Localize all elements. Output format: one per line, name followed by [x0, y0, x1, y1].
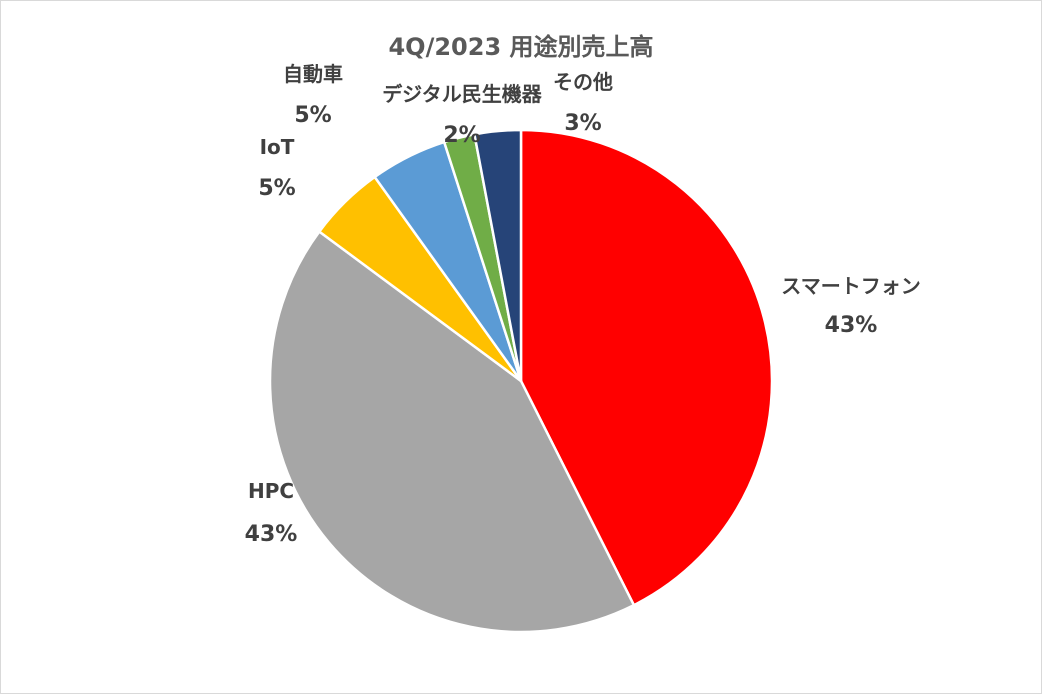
pie-slice-5 — [473, 128, 523, 383]
slice-percent-3: 5% — [294, 103, 331, 128]
slice-label-5: その他 — [553, 70, 613, 94]
slice-percent-5: 3% — [564, 111, 601, 136]
slice-percent-4: 2% — [443, 123, 480, 148]
slice-percent-1: 43% — [245, 522, 298, 547]
pie-slices — [268, 128, 774, 634]
pie-slice-1 — [268, 230, 636, 634]
pie-slice-0 — [519, 128, 774, 607]
slice-label-3: 自動車 — [283, 62, 343, 86]
slice-label-1: HPC — [248, 479, 294, 503]
pie-labels: スマートフォン 43% HPC 43% IoT 5% 自動車 5% デジタル民生機器 2% その他 3… — [245, 62, 921, 547]
slice-label-4: デジタル民生機器 — [382, 82, 543, 106]
chart-title: 4Q/2023 用途別売上高 — [388, 33, 654, 61]
slice-percent-2: 5% — [258, 176, 295, 201]
slice-label-2: IoT — [260, 135, 295, 159]
slice-percent-0: 43% — [825, 313, 878, 338]
slice-label-0: スマートフォン — [781, 274, 920, 298]
